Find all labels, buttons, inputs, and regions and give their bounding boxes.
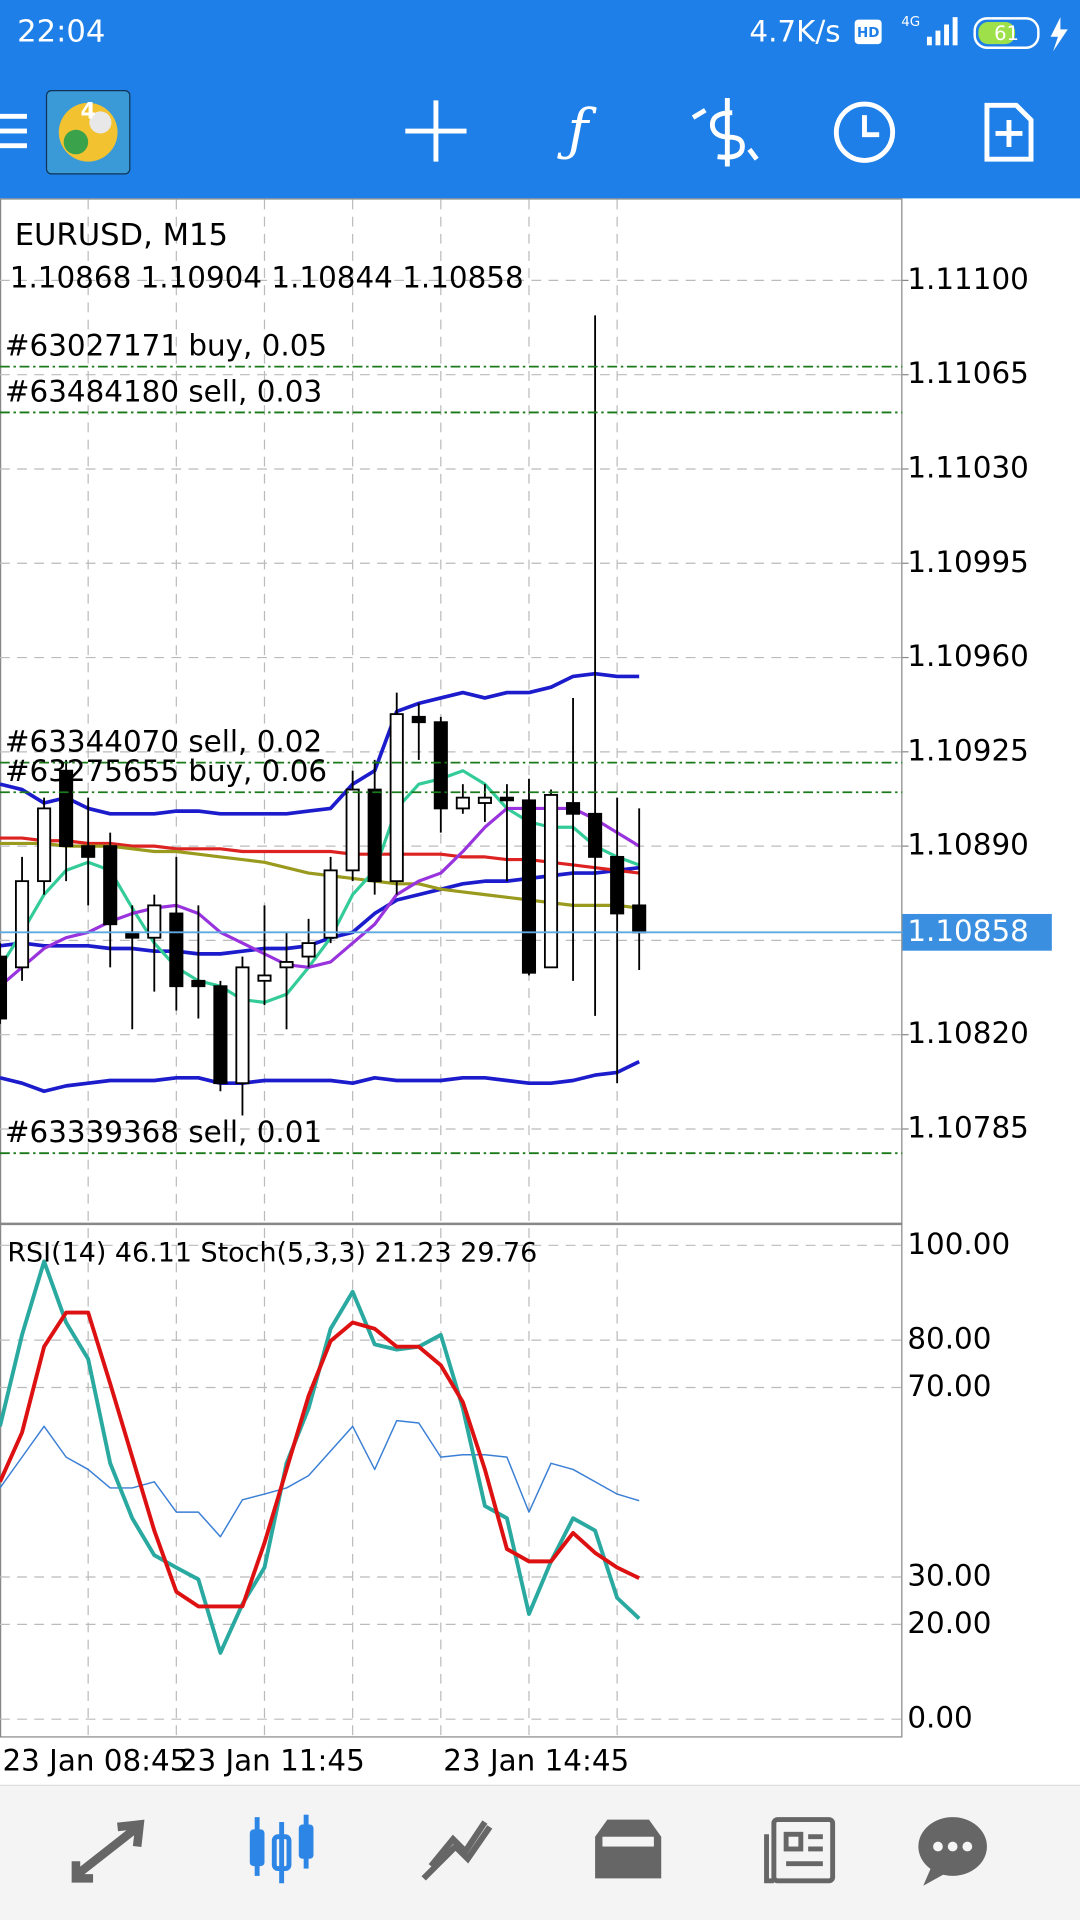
candle-body [81,845,96,858]
header [0,0,1080,199]
y-tick-label: 1.10890 [907,828,1028,862]
candle-body [499,796,514,802]
candle-body [59,769,74,848]
candle-body [191,979,206,988]
bottom-nav [0,1785,1080,1920]
price-panel: #63027171 buy, 0.05 #63484180 sell, 0.03 #… [0,279,903,1155]
candle-body [588,812,603,858]
history-tab[interactable] [595,1819,662,1879]
candle-body [0,955,8,1020]
chart-frame [0,198,903,1738]
order-label: #63027171 buy, 0.05 [5,329,327,363]
candle-body [147,904,162,939]
candle-body [323,869,338,939]
news-tab[interactable] [764,1817,836,1884]
candle-body [367,788,382,883]
y-tick-label: 1.11065 [907,356,1028,390]
y-tick-label: 80.00 [907,1322,991,1356]
battery-value: 61 [994,22,1019,45]
candle-body [279,961,294,969]
clock: 22:04 [17,15,105,50]
crosshair-button[interactable] [405,100,467,162]
candle-body [301,942,316,958]
y-tick-label: 30.00 [907,1559,991,1593]
hd-label: HD [857,26,879,41]
trade-button[interactable] [691,97,759,167]
current-price-box [902,913,1052,951]
template-button[interactable] [984,102,1034,162]
y-tick-label: 70.00 [907,1369,991,1403]
battery-frame [973,17,1040,49]
battery-level [978,22,1016,45]
indicator-line [0,1059,640,1094]
y-tick-label: 1.10785 [907,1110,1028,1144]
chart-tab[interactable] [249,1814,314,1884]
candle-body [477,796,492,804]
y-tick-label: 100.00 [907,1227,1010,1261]
candle-body [37,807,52,883]
hd-badge [854,19,882,45]
charging-icon [1050,17,1068,52]
candle-body [169,912,184,988]
order-label: #63344070 sell, 0.02 [5,725,322,759]
candle-body [213,985,228,1085]
net-speed: 4.7K/s [749,15,840,49]
period-button[interactable] [833,101,896,163]
symbol-title: EURUSD, M15 [15,218,228,253]
svg-text:4: 4 [80,100,95,125]
candle-body [610,855,625,915]
x-tick-label: 23 Jan 11:45 [179,1744,365,1778]
x-tick-label: 23 Jan 14:45 [443,1744,629,1778]
quotes-tab[interactable] [71,1819,145,1883]
y-tick-label: 1.10820 [907,1016,1028,1050]
candle-body [455,796,470,810]
x-tick-label: 23 Jan 08:45 [2,1744,188,1778]
signal-icon [926,17,958,46]
candle-body [433,721,448,810]
current-price-label: 1.10858 [907,914,1028,948]
y-tick-label: 1.10995 [907,545,1028,579]
y-tick-label: 20.00 [907,1606,991,1640]
y-tick-label: 1.11030 [907,450,1028,484]
chat-tab[interactable] [918,1817,987,1886]
order-label: #63484180 sell, 0.03 [5,374,322,408]
candle-body [543,794,559,969]
y-tick-label: 0.00 [907,1701,972,1735]
candle-body [235,966,250,1085]
order-label: #63275655 buy, 0.06 [5,754,327,788]
oscillator-line [0,1310,641,1609]
network-type: 4G [901,15,920,30]
y-tick-label: 1.11100 [907,262,1028,296]
axes: 1.11100 1.11065 1.11030 1.10995 1.10960 1.109… [2,262,1052,1778]
indicator-line [0,671,640,816]
order-label: #63339368 sell, 0.01 [5,1115,322,1149]
candle-body [411,715,426,724]
candle-body [15,880,30,969]
candle-body [566,802,581,815]
candle-body [389,713,404,883]
oscillator-title: RSI(14) 46.11 Stoch(5,3,3) 21.23 29.76 [7,1237,537,1268]
candle-body [257,974,272,982]
trade-tab[interactable] [421,1820,493,1881]
oscillator-line [0,1419,640,1538]
candle-body [521,799,537,974]
y-tick-label: 1.10925 [907,733,1028,767]
candle-body [103,845,118,926]
candle-body [632,904,647,934]
app-logo[interactable]: 4 [45,90,131,175]
candle-body [345,788,360,872]
ohlc-line: 1.10868 1.10904 1.10844 1.10858 [10,261,524,295]
y-tick-label: 1.10960 [907,639,1028,673]
oscillator-panel [0,1244,903,1720]
menu-button[interactable] [0,113,27,149]
